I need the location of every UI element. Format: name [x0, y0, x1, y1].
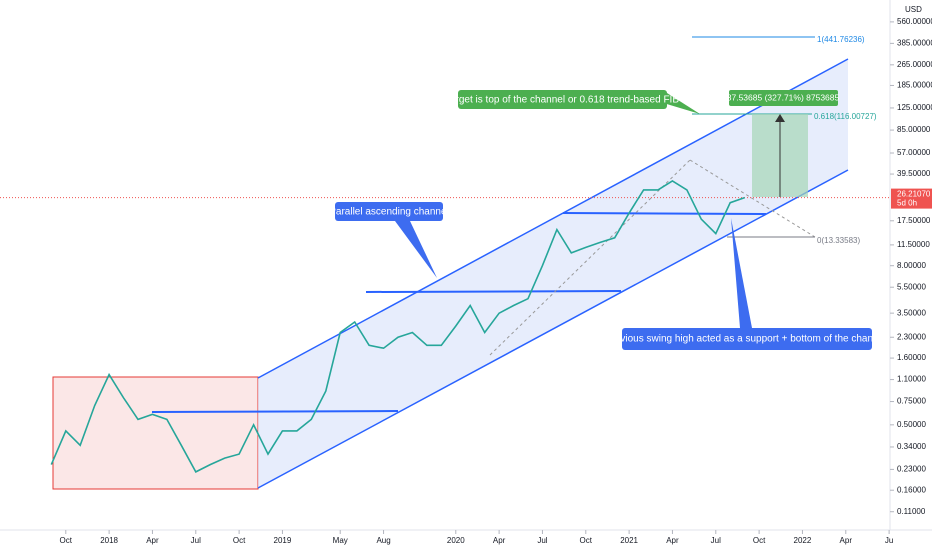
x-tick-label: Apr [493, 536, 506, 545]
range-box [52, 376, 259, 490]
level-line [365, 290, 622, 293]
y-tick-label: 11.50000 [897, 240, 930, 249]
callout-pointer [395, 221, 437, 278]
y-tick-label: 265.00000 [897, 60, 932, 69]
x-tick-label: Jul [537, 536, 547, 545]
x-tick-label: May [333, 536, 348, 545]
y-tick-label: 0.50000 [897, 420, 926, 429]
price-line [50, 180, 745, 473]
x-tick-label: 2021 [620, 536, 638, 545]
fib-label: 0.618(116.00727) [814, 112, 877, 121]
y-tick-label: 0.75000 [897, 397, 926, 406]
last-price-box [891, 188, 932, 209]
x-tick-label: Oct [233, 536, 246, 545]
callout [335, 202, 443, 221]
annotation: Parallel ascending channel [329, 207, 449, 218]
x-tick-label: Jul [711, 536, 721, 545]
x-tick-label: Oct [580, 536, 593, 545]
x-tick-label: Jul [191, 536, 201, 545]
y-tick-label: 0.16000 [897, 485, 926, 494]
annotation: Previous swing high acted as a support +… [605, 334, 889, 345]
y-tick-label: 0.11000 [897, 507, 926, 516]
measure-label: 87.53685 (327.71%) 8753685 [727, 92, 840, 102]
level-line [151, 410, 399, 413]
y-tick-label: 39.50000 [897, 169, 931, 178]
fib-trend [489, 159, 691, 356]
x-tick-label: Aug [376, 536, 390, 545]
y-tick-label: 8.00000 [897, 261, 926, 270]
plot-area [0, 180, 890, 473]
x-tick-label: Apr [146, 536, 159, 545]
y-tick-label: 1.60000 [897, 353, 926, 362]
y-tick-label: 85.00000 [897, 125, 931, 134]
callout-pointer [731, 218, 752, 328]
y-tick-label: 185.00000 [897, 81, 932, 90]
x-tick-label: Apr [666, 536, 679, 545]
last-price-label: 26.21070 [897, 190, 931, 199]
x-tick-label: 2019 [274, 536, 292, 545]
x-tick-label: Ju [885, 536, 893, 545]
callout [622, 328, 872, 350]
x-tick-label: Oct [60, 536, 73, 545]
y-tick-label: 3.50000 [897, 308, 926, 317]
fib-label: 0(13.33583) [817, 236, 860, 245]
fib-trend [689, 159, 816, 238]
x-tick-label: Oct [753, 536, 766, 545]
annotation: Target is top of the channel or 0.618 tr… [445, 95, 679, 106]
x-tick-label: Apr [840, 536, 853, 545]
y-tick-label: 560.00000 [897, 17, 932, 26]
y-tick-label: 57.00000 [897, 148, 931, 157]
channel-bottom [257, 169, 849, 489]
y-tick-label: 2.30000 [897, 332, 926, 341]
measure-label-box [729, 90, 838, 106]
y-tick-label: 0.23000 [897, 465, 926, 474]
y-tick-label: 385.00000 [897, 38, 932, 47]
y-tick-label: 125.00000 [897, 103, 932, 112]
arrow-head [775, 114, 785, 122]
x-tick-label: 2018 [100, 536, 118, 545]
x-tick-label: 2022 [794, 536, 812, 545]
y-tick-label: 5.50000 [897, 282, 926, 291]
fib-label: 1(441.76236) [817, 35, 865, 44]
currency: USD [905, 5, 922, 14]
callout [458, 90, 667, 109]
y-tick-label: 1.10000 [897, 375, 926, 384]
level-line [562, 212, 767, 215]
drawings: Parallel ascending channel Target is top… [52, 35, 889, 490]
y-tick-label: 17.50000 [897, 216, 931, 225]
y-tick-label: 0.34000 [897, 442, 926, 451]
x-tick-label: 2020 [447, 536, 465, 545]
countdown: 5d 0h [897, 199, 917, 208]
